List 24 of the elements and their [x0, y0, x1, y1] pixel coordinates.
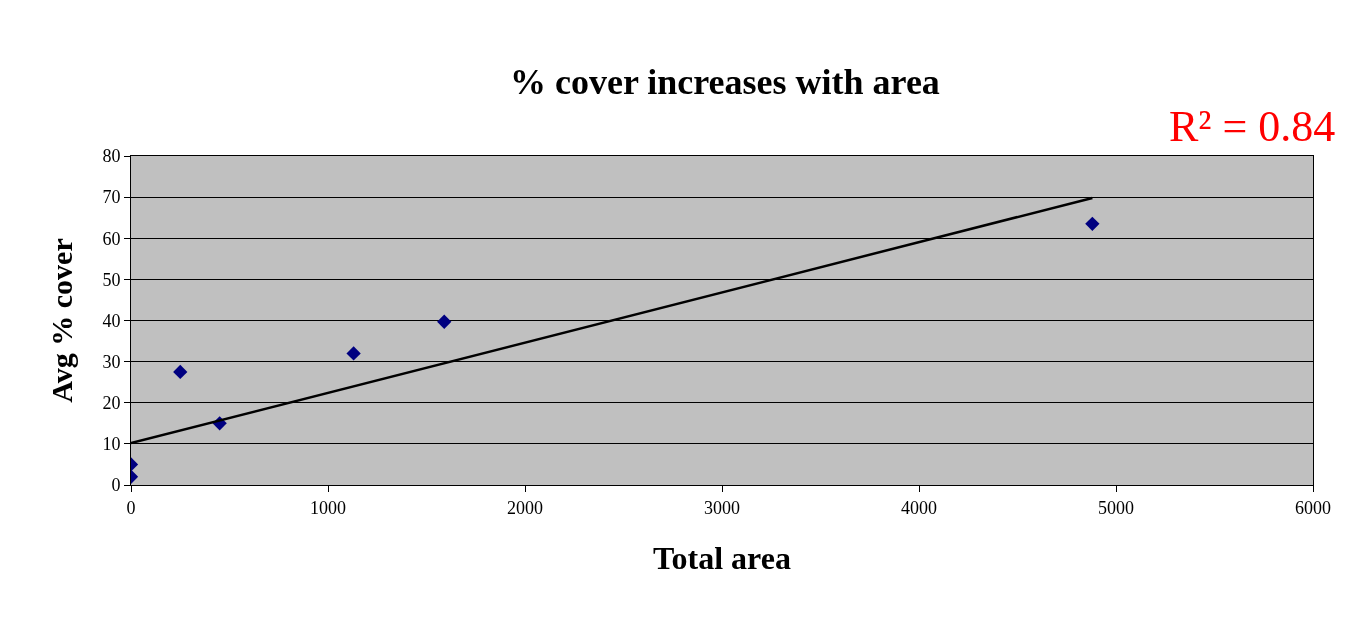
x-tick-label: 0 — [126, 497, 136, 518]
x-axis-title: Total area — [653, 540, 791, 577]
point — [173, 364, 188, 380]
y-axis-title: Avg % cover — [45, 238, 79, 403]
y-tick-label: 70 — [102, 187, 121, 208]
x-tick-label: 1000 — [310, 497, 346, 518]
point — [1085, 216, 1100, 232]
y-tick-label: 40 — [102, 310, 121, 331]
text: R² = 0.84 — [1169, 102, 1336, 151]
point — [437, 314, 452, 329]
y-tick-label: 50 — [102, 269, 121, 290]
point — [346, 346, 361, 361]
x-tick-label: 2000 — [507, 497, 543, 518]
x-tick-label: 5000 — [1098, 497, 1134, 518]
y-tick-label: 20 — [102, 393, 121, 414]
y-tick-label: 80 — [102, 146, 121, 167]
y-tick-label: 30 — [102, 351, 121, 372]
y-tick-label: 60 — [102, 228, 121, 249]
y-tick-label: 10 — [102, 434, 121, 455]
chart-title: % cover increases with area — [509, 62, 940, 103]
x-tick-label: 6000 — [1295, 497, 1331, 518]
x-tick-label: 4000 — [901, 497, 937, 518]
x-tick-label: 3000 — [704, 497, 740, 518]
y-tick-label: 0 — [111, 475, 121, 496]
